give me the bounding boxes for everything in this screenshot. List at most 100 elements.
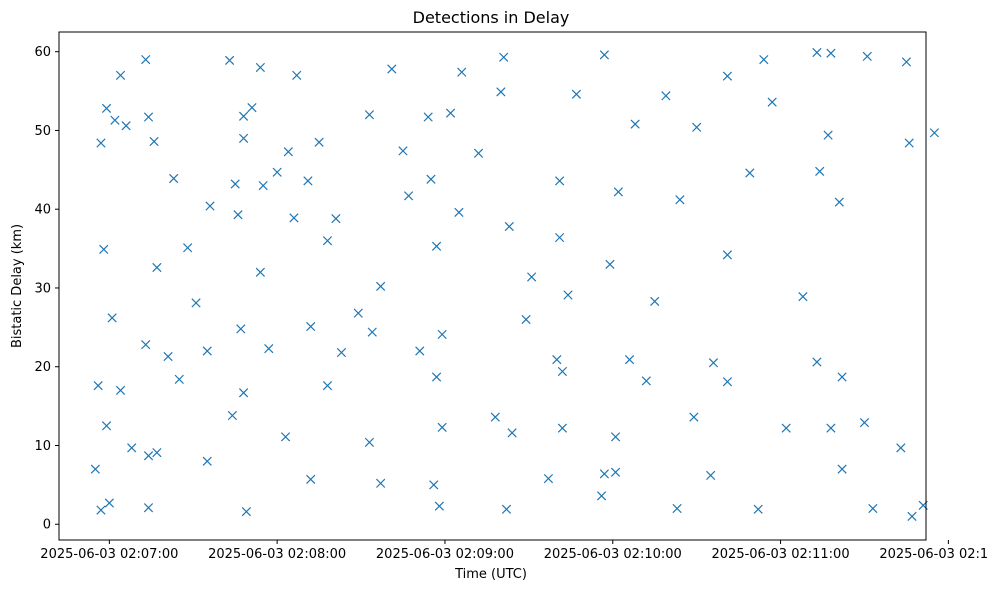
data-point: [613, 187, 623, 197]
x-tick-label: 2025-06-03 02:08:00: [208, 547, 346, 562]
data-point: [99, 244, 109, 255]
y-tick-label: 50: [34, 124, 51, 139]
data-point: [929, 128, 940, 138]
data-point: [163, 351, 173, 362]
data-point: [904, 138, 914, 148]
x-tick-label: 2025-06-03 02:10:00: [544, 547, 682, 562]
data-point: [767, 97, 777, 107]
data-point: [610, 467, 621, 477]
data-point: [96, 505, 106, 515]
data-point: [692, 122, 702, 132]
data-point: [675, 195, 685, 205]
data-point: [571, 89, 582, 99]
y-tick-label: 10: [34, 439, 51, 454]
plot-frame: [58, 31, 927, 541]
data-point: [107, 313, 117, 323]
data-point: [798, 292, 808, 302]
data-point: [104, 498, 114, 508]
data-point: [641, 376, 651, 386]
data-point: [115, 70, 126, 80]
x-tick-label: 2025-06-03 02:11:00: [712, 547, 850, 562]
data-point: [745, 168, 755, 178]
data-point: [149, 136, 159, 147]
data-point: [238, 388, 249, 398]
data-point: [353, 308, 363, 318]
data-point: [143, 451, 154, 461]
data-point: [121, 121, 131, 131]
x-axis-label: Time (UTC): [454, 567, 527, 582]
data-point: [255, 62, 265, 73]
y-tick-label: 20: [34, 360, 51, 375]
data-point: [364, 110, 375, 120]
data-point: [415, 346, 425, 356]
data-point: [205, 201, 215, 211]
data-point: [403, 191, 414, 201]
data-point: [554, 176, 565, 186]
data-point: [202, 456, 212, 466]
data-point: [423, 112, 433, 122]
data-point: [233, 210, 243, 220]
data-point: [496, 87, 506, 97]
chart-title: Detections in Delay: [413, 8, 570, 27]
data-point: [708, 358, 719, 368]
data-point: [141, 340, 151, 350]
data-point: [141, 54, 151, 65]
data-point: [722, 71, 733, 81]
data-point: [258, 180, 268, 191]
data-point: [557, 423, 568, 433]
data-point: [599, 50, 609, 60]
data-point: [837, 464, 847, 474]
data-point: [815, 166, 825, 177]
data-point: [473, 148, 484, 158]
data-point: [859, 418, 870, 428]
data-point: [90, 464, 100, 474]
data-point: [661, 91, 671, 101]
data-point: [115, 385, 126, 395]
data-point: [227, 410, 238, 421]
data-point: [563, 290, 573, 300]
data-point: [255, 267, 265, 277]
data-point: [152, 447, 162, 458]
x-tick-label: 2025-06-03 02:07:00: [40, 547, 178, 562]
data-point: [292, 70, 302, 80]
data-point: [823, 130, 833, 140]
data-point: [781, 423, 791, 433]
data-point: [110, 115, 120, 125]
data-point: [387, 64, 397, 74]
data-point: [753, 504, 763, 514]
data-point: [306, 321, 316, 332]
data-point: [101, 421, 112, 431]
data-point: [322, 381, 333, 391]
data-point: [722, 250, 733, 260]
data-point: [127, 443, 137, 453]
data-point: [283, 147, 293, 157]
data-point: [174, 374, 184, 384]
data-point: [336, 347, 347, 358]
data-point: [437, 422, 447, 432]
data-point: [224, 55, 235, 65]
y-axis-label: Bistatic Delay (km): [10, 224, 25, 348]
data-point: [605, 259, 615, 269]
data-point: [143, 503, 154, 513]
data-point: [264, 343, 274, 354]
data-point: [376, 478, 386, 488]
data-point: [901, 57, 912, 67]
data-point: [543, 473, 554, 484]
data-point: [191, 298, 201, 308]
data-point: [230, 179, 240, 189]
data-point: [868, 503, 878, 514]
data-point: [630, 119, 640, 129]
data-point: [490, 412, 500, 422]
data-point: [650, 296, 660, 306]
y-axis-ticks: 0 10 20 30 40 50 60: [34, 45, 59, 533]
data-point: [272, 167, 282, 177]
data-point: [437, 329, 447, 340]
data-point: [331, 214, 341, 224]
data-point: [434, 501, 444, 511]
data-point: [247, 102, 257, 113]
data-point: [445, 108, 456, 118]
data-point: [759, 54, 769, 65]
data-point: [907, 511, 917, 521]
data-point: [398, 146, 408, 156]
